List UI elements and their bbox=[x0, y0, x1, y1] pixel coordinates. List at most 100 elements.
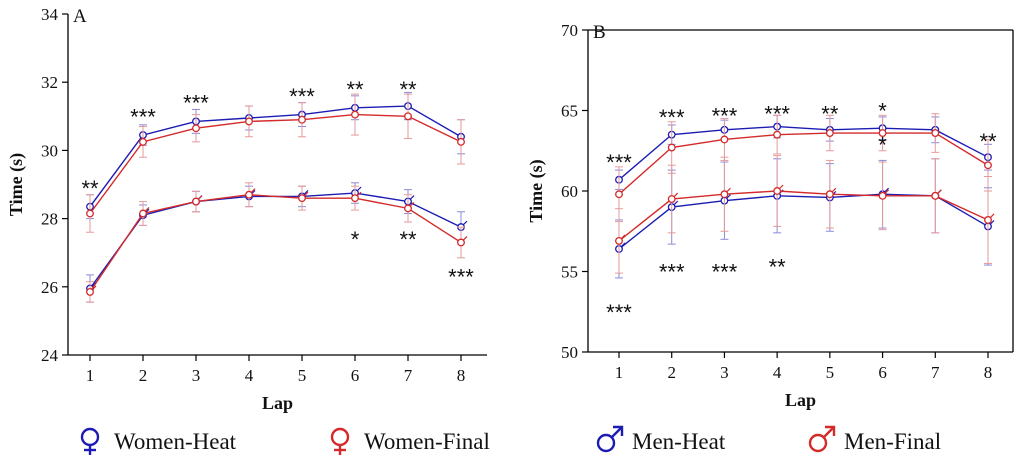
x-tick-label: 2 bbox=[139, 366, 148, 385]
data-point bbox=[667, 143, 676, 152]
data-point bbox=[615, 236, 623, 245]
data-point bbox=[192, 197, 200, 206]
series-women-final bbox=[86, 93, 465, 233]
panel-label: B bbox=[593, 22, 606, 43]
x-tick-label: 8 bbox=[984, 363, 993, 382]
data-point bbox=[139, 137, 147, 146]
legend-item-women-heat: Women-Heat bbox=[80, 427, 237, 455]
data-point bbox=[245, 190, 253, 199]
significance-label: *** bbox=[712, 260, 738, 285]
data-point bbox=[615, 190, 623, 199]
significance-label: *** bbox=[712, 103, 738, 128]
data-point bbox=[457, 238, 465, 247]
data-point bbox=[298, 115, 306, 124]
female-symbol-icon bbox=[330, 427, 350, 455]
series-men-final bbox=[615, 155, 995, 274]
series-line bbox=[89, 105, 462, 208]
x-tick-label: 1 bbox=[615, 363, 624, 382]
significance-label: * bbox=[878, 132, 887, 157]
x-tick-label: 2 bbox=[667, 363, 676, 382]
data-point bbox=[984, 161, 992, 170]
data-point bbox=[878, 191, 887, 200]
data-point bbox=[351, 194, 359, 203]
data-point-arrow bbox=[779, 184, 784, 190]
data-point bbox=[86, 287, 94, 296]
data-point-arrow bbox=[356, 191, 362, 197]
data-point-arrow bbox=[409, 201, 415, 207]
data-point bbox=[773, 130, 782, 139]
data-point-arrow bbox=[726, 187, 731, 193]
y-axis-title: Time (s) bbox=[526, 159, 547, 222]
data-point bbox=[825, 190, 834, 199]
data-point-arrow bbox=[462, 220, 468, 226]
y-tick-label: 34 bbox=[41, 5, 59, 24]
data-point bbox=[825, 129, 834, 137]
series-line bbox=[89, 194, 462, 293]
y-tick-label: 32 bbox=[41, 73, 58, 92]
significance-label: *** bbox=[448, 265, 474, 290]
data-point-arrow bbox=[831, 187, 837, 193]
significance-label: *** bbox=[130, 104, 156, 129]
series-line bbox=[618, 125, 989, 181]
data-point-arrow bbox=[673, 192, 679, 198]
data-point bbox=[351, 110, 359, 119]
data-point-arrow bbox=[303, 190, 309, 195]
significance-label: ** bbox=[399, 227, 417, 252]
legend-label: Women-Final bbox=[364, 429, 490, 454]
data-point-arrow bbox=[884, 189, 889, 194]
y-tick-label: 30 bbox=[41, 141, 58, 160]
y-tick-label: 24 bbox=[41, 346, 59, 365]
legend-label: Men-Heat bbox=[632, 429, 726, 454]
significance-label: *** bbox=[659, 260, 685, 285]
significance-label: ** bbox=[399, 77, 417, 102]
y-tick-label: 26 bbox=[41, 278, 58, 297]
significance-label: * bbox=[351, 227, 360, 252]
x-tick-label: 4 bbox=[245, 366, 254, 385]
male-symbol-icon bbox=[596, 425, 624, 453]
data-point-arrow bbox=[989, 213, 995, 219]
y-axis-title: Time (s) bbox=[6, 153, 27, 216]
significance-label: ** bbox=[346, 77, 364, 102]
series-women-final bbox=[615, 113, 992, 223]
legend-item-women-final: Women-Final bbox=[330, 427, 490, 455]
data-point bbox=[298, 194, 306, 203]
female-symbol-icon bbox=[80, 427, 100, 455]
legend-label: Men-Final bbox=[844, 429, 941, 454]
x-tick-label: 5 bbox=[826, 363, 835, 382]
data-point bbox=[931, 129, 940, 137]
data-point-arrow bbox=[620, 242, 626, 247]
legend-label: Women-Heat bbox=[114, 429, 237, 454]
data-point-arrow bbox=[409, 195, 415, 200]
data-point bbox=[720, 135, 729, 144]
legend-item-men-heat: Men-Heat bbox=[596, 425, 726, 454]
data-point bbox=[667, 195, 676, 203]
series-line bbox=[89, 113, 462, 214]
data-point bbox=[192, 124, 200, 133]
series-men-final bbox=[86, 182, 468, 303]
x-tick-label: 7 bbox=[404, 366, 413, 385]
y-tick-label: 65 bbox=[561, 102, 578, 121]
significance-label: ** bbox=[769, 255, 787, 280]
data-point-arrow bbox=[197, 195, 203, 200]
significance-label: ** bbox=[979, 129, 997, 154]
data-point-arrow bbox=[356, 186, 362, 192]
x-tick-label: 5 bbox=[298, 366, 307, 385]
data-point bbox=[139, 209, 147, 218]
data-point bbox=[720, 190, 729, 199]
x-tick-label: 1 bbox=[86, 366, 95, 385]
x-tick-label: 8 bbox=[457, 366, 466, 385]
significance-label: ** bbox=[821, 102, 839, 127]
x-tick-label: 7 bbox=[931, 363, 940, 382]
legend-item-men-final: Men-Final bbox=[808, 425, 941, 454]
y-tick-label: 55 bbox=[561, 263, 578, 282]
significance-label: ** bbox=[81, 176, 99, 201]
data-point-arrow bbox=[937, 189, 942, 194]
x-tick-label: 6 bbox=[351, 366, 360, 385]
x-axis-title: Lap bbox=[785, 390, 816, 410]
data-point-arrow bbox=[989, 219, 995, 225]
data-point-arrow bbox=[91, 285, 97, 290]
significance-label: *** bbox=[764, 102, 790, 127]
data-point bbox=[773, 187, 782, 195]
data-point-arrow bbox=[250, 188, 256, 193]
